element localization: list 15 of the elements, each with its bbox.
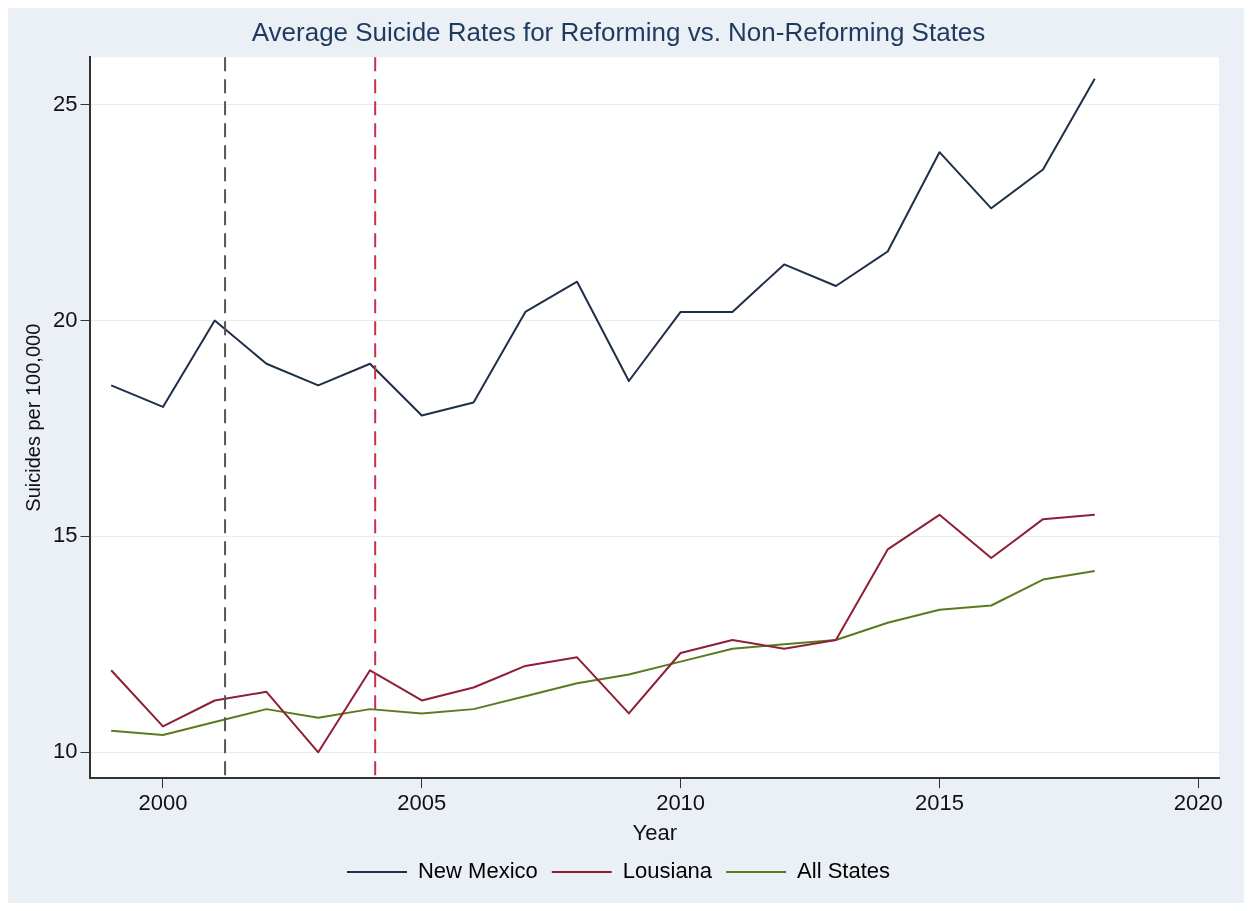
x-tick-label: 2005: [397, 790, 447, 816]
chart-title: Average Suicide Rates for Reforming vs. Non-Reforming States: [251, 16, 986, 47]
x-tick-label: 2010: [656, 790, 706, 816]
y-axis-title: Suicides per 100,000: [21, 323, 44, 512]
legend-label: New Mexico: [417, 858, 538, 884]
y-tick-label: 20: [52, 306, 78, 332]
y-tick-label: 10: [52, 738, 78, 764]
legend-label: Lousiana: [622, 858, 713, 884]
y-tick-label: 25: [52, 90, 78, 116]
x-tick-label: 2015: [914, 790, 964, 816]
y-tick-label: 15: [52, 522, 78, 548]
x-tick-label: 2000: [138, 790, 188, 816]
legend-label: All States: [797, 858, 891, 884]
x-axis-title: Year: [632, 819, 677, 845]
x-tick-label: 2020: [1173, 790, 1223, 816]
